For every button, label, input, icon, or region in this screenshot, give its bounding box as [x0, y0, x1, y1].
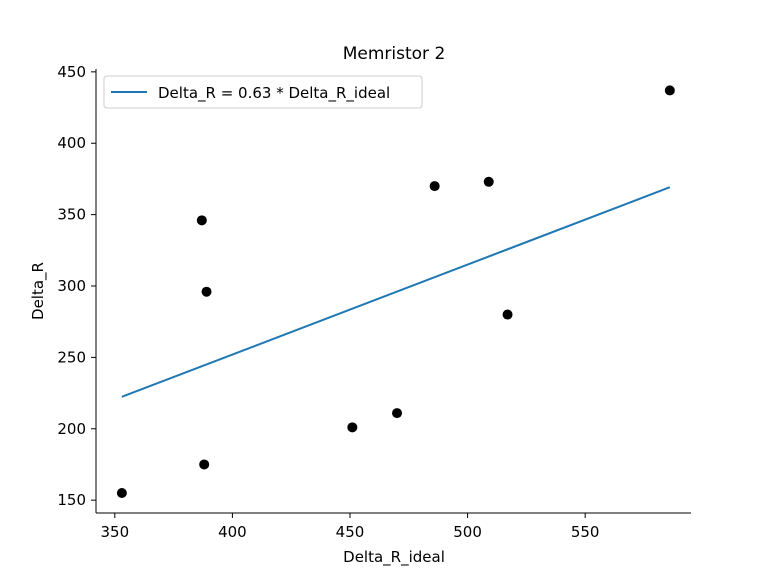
- data-point: [429, 181, 440, 192]
- x-tick-label: 450: [336, 523, 365, 541]
- y-tick-label: 350: [57, 206, 86, 224]
- x-tick-label: 350: [100, 523, 129, 541]
- data-point: [347, 422, 358, 433]
- data-point: [664, 85, 675, 96]
- legend-box: [103, 75, 423, 109]
- chart-title: Memristor 2: [343, 44, 446, 64]
- data-point: [116, 488, 127, 499]
- y-tick-label: 400: [57, 134, 86, 152]
- plot-area: [116, 85, 675, 499]
- y-tick-label: 250: [57, 348, 86, 366]
- legend-label: Delta_R = 0.63 * Delta_R_ideal: [158, 84, 390, 103]
- y-axis-ticks: 150 200 250 300 350 400 450: [57, 63, 96, 509]
- x-tick-label: 400: [218, 523, 247, 541]
- y-axis-label: Delta_R: [29, 262, 48, 320]
- y-tick-label: 450: [57, 63, 86, 81]
- fit-line: [121, 186, 671, 398]
- y-tick-label: 300: [57, 277, 86, 295]
- data-point: [483, 176, 494, 187]
- x-tick-label: 550: [571, 523, 600, 541]
- data-point: [201, 286, 212, 297]
- y-tick-label: 150: [57, 491, 86, 509]
- legend: Delta_R = 0.63 * Delta_R_ideal: [103, 75, 423, 109]
- data-point: [196, 215, 207, 226]
- x-axis-ticks: 350 400 450 500 550: [100, 513, 599, 541]
- data-point: [199, 459, 210, 470]
- x-tick-label: 500: [453, 523, 482, 541]
- x-axis-label: Delta_R_ideal: [343, 548, 445, 567]
- data-point: [502, 309, 513, 320]
- data-point: [392, 408, 403, 419]
- y-tick-label: 200: [57, 420, 86, 438]
